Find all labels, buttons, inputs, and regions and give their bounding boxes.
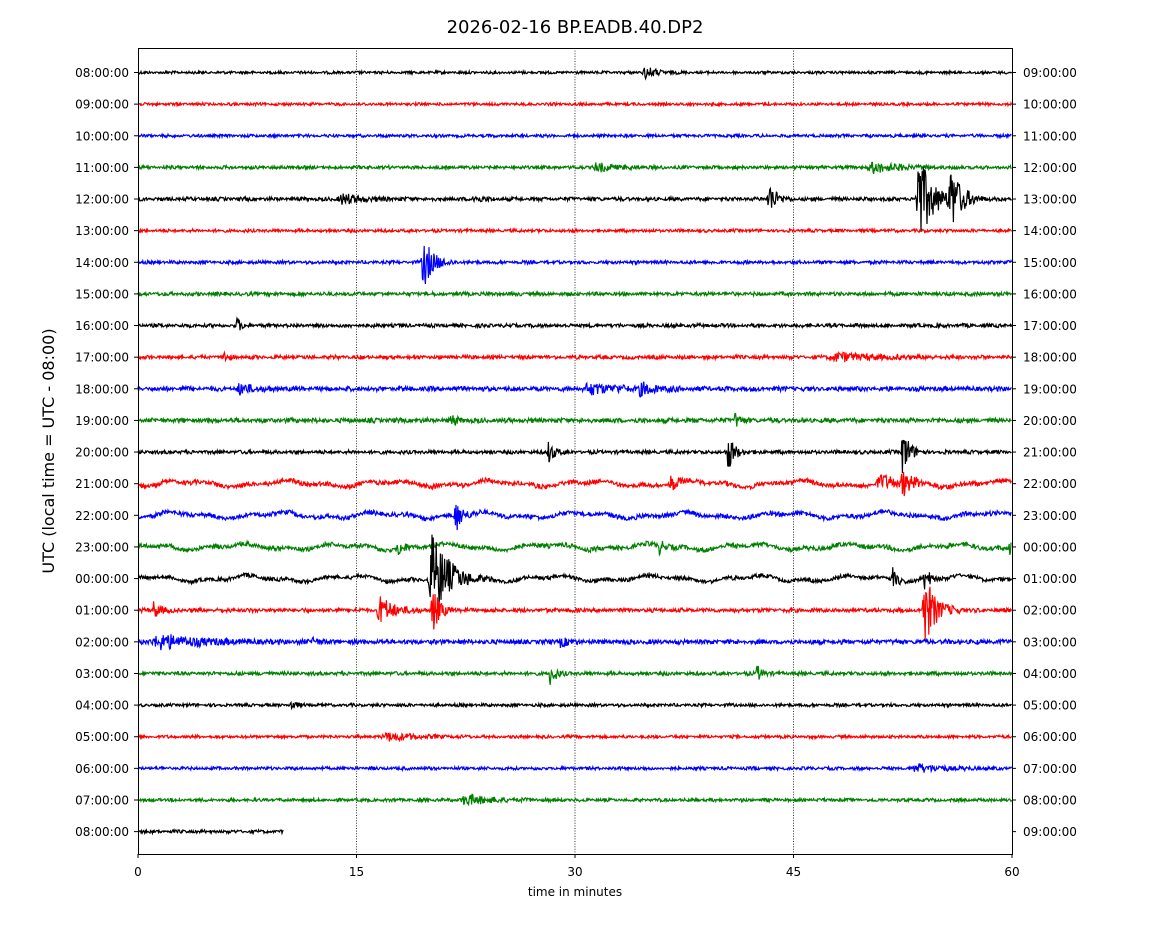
trace-0 — [137, 67, 1013, 81]
right-tick-label-23: 08:00:00 — [1023, 793, 1077, 807]
trace-3 — [137, 161, 1012, 175]
left-tick-label-14: 22:00:00 — [75, 509, 129, 523]
right-tick-label-24: 09:00:00 — [1023, 825, 1077, 839]
right-tick-label-21: 06:00:00 — [1023, 730, 1077, 744]
left-tick-label-23: 07:00:00 — [75, 793, 129, 807]
seismic-traces — [137, 67, 1013, 836]
left-tick-label-3: 11:00:00 — [75, 161, 129, 175]
trace-12 — [137, 439, 1012, 474]
left-tick-label-22: 06:00:00 — [75, 762, 129, 776]
left-tick-label-0: 08:00:00 — [75, 66, 129, 80]
trace-4 — [137, 167, 1013, 232]
left-tick-label-11: 19:00:00 — [75, 414, 129, 428]
left-tick-label-13: 21:00:00 — [75, 477, 129, 491]
right-tick-label-4: 13:00:00 — [1023, 193, 1077, 207]
grid-lines — [356, 48, 794, 854]
left-tick-label-8: 16:00:00 — [75, 319, 129, 333]
right-tick-label-10: 19:00:00 — [1023, 382, 1077, 396]
left-tick-label-17: 01:00:00 — [75, 604, 129, 618]
trace-6 — [137, 245, 1013, 285]
right-tick-label-20: 05:00:00 — [1023, 699, 1077, 713]
trace-20 — [137, 700, 1012, 711]
trace-17 — [137, 586, 1013, 641]
right-tick-label-0: 09:00:00 — [1023, 66, 1077, 80]
trace-13 — [137, 471, 1013, 497]
trace-2 — [137, 131, 1012, 140]
right-tick-label-11: 20:00:00 — [1023, 414, 1077, 428]
right-tick-label-18: 03:00:00 — [1023, 635, 1077, 649]
left-tick-label-21: 05:00:00 — [75, 730, 129, 744]
left-tick-label-2: 10:00:00 — [75, 129, 129, 143]
right-tick-label-16: 01:00:00 — [1023, 572, 1077, 586]
x-tick-label-3: 45 — [786, 865, 801, 879]
left-tick-label-9: 17:00:00 — [75, 351, 129, 365]
right-tick-label-14: 23:00:00 — [1023, 509, 1077, 523]
trace-11 — [137, 412, 1012, 427]
x-tick-label-4: 60 — [1004, 865, 1019, 879]
left-tick-label-7: 15:00:00 — [75, 287, 129, 301]
trace-22 — [137, 763, 1013, 774]
left-tick-label-10: 18:00:00 — [75, 382, 129, 396]
axis-ticks: 08:00:00 09:00:00 10:00:00 11:00:00 12:00:00… — [75, 66, 1077, 879]
trace-5 — [137, 226, 1013, 235]
trace-14 — [137, 504, 1012, 531]
right-tick-label-19: 04:00:00 — [1023, 667, 1077, 681]
right-tick-label-6: 15:00:00 — [1023, 256, 1077, 270]
trace-10 — [137, 381, 1012, 398]
trace-15 — [137, 539, 1012, 557]
right-tick-label-9: 18:00:00 — [1023, 351, 1077, 365]
left-tick-label-5: 13:00:00 — [75, 224, 129, 238]
x-axis-label: time in minutes — [528, 885, 622, 899]
right-tick-label-2: 11:00:00 — [1023, 129, 1077, 143]
y-axis-label: UTC (local time = UTC - 08:00) — [39, 328, 58, 573]
right-tick-label-22: 07:00:00 — [1023, 762, 1077, 776]
left-tick-label-6: 14:00:00 — [75, 256, 129, 270]
left-tick-label-4: 12:00:00 — [75, 193, 129, 207]
trace-19 — [137, 665, 1013, 685]
trace-23 — [137, 793, 1013, 807]
right-tick-label-12: 21:00:00 — [1023, 446, 1077, 460]
left-tick-label-18: 02:00:00 — [75, 635, 129, 649]
trace-18 — [137, 634, 1013, 651]
left-tick-label-15: 23:00:00 — [75, 540, 129, 554]
right-tick-label-17: 02:00:00 — [1023, 604, 1077, 618]
left-tick-label-12: 20:00:00 — [75, 446, 129, 460]
left-tick-label-20: 04:00:00 — [75, 699, 129, 713]
trace-7 — [137, 289, 1013, 299]
left-tick-label-16: 00:00:00 — [75, 572, 129, 586]
right-tick-label-7: 16:00:00 — [1023, 287, 1077, 301]
trace-8 — [137, 316, 1013, 331]
right-tick-label-1: 10:00:00 — [1023, 98, 1077, 112]
chart-title: 2026-02-16 BP.EADB.40.DP2 — [447, 17, 704, 38]
trace-16 — [137, 534, 1013, 603]
right-tick-label-15: 00:00:00 — [1023, 540, 1077, 554]
x-tick-label-2: 30 — [567, 865, 582, 879]
left-tick-label-1: 09:00:00 — [75, 98, 129, 112]
trace-21 — [137, 731, 1013, 743]
left-tick-label-24: 08:00:00 — [75, 825, 129, 839]
right-tick-label-5: 14:00:00 — [1023, 224, 1077, 238]
right-tick-label-3: 12:00:00 — [1023, 161, 1077, 175]
x-tick-label-1: 15 — [349, 865, 364, 879]
left-tick-label-19: 03:00:00 — [75, 667, 129, 681]
trace-1 — [137, 100, 1013, 108]
right-tick-label-13: 22:00:00 — [1023, 477, 1077, 491]
right-tick-label-8: 17:00:00 — [1023, 319, 1077, 333]
trace-9 — [137, 350, 1013, 363]
trace-24 — [137, 827, 284, 836]
x-tick-label-0: 0 — [134, 865, 142, 879]
